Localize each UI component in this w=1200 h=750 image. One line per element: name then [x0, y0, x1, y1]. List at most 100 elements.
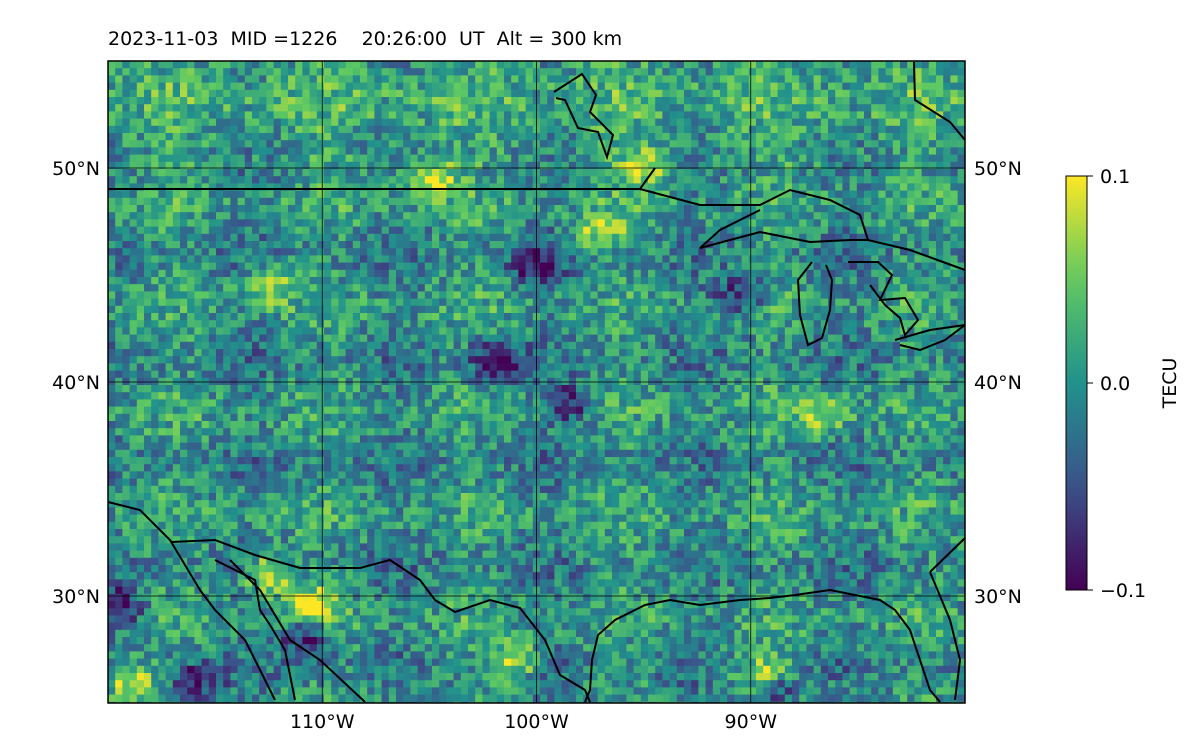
heatmap-cell	[907, 61, 915, 69]
heatmap-cell	[712, 161, 721, 170]
heatmap-cell	[640, 327, 649, 336]
heatmap-cell	[129, 341, 138, 350]
heatmap-cell	[338, 197, 347, 206]
heatmap-cell	[568, 341, 577, 350]
heatmap-cell	[734, 334, 743, 343]
heatmap-cell	[712, 118, 721, 127]
heatmap-cell	[302, 82, 311, 91]
heatmap-cell	[446, 197, 455, 206]
heatmap-cell	[388, 349, 397, 357]
heatmap-cell	[324, 212, 332, 220]
heatmap-cell	[892, 61, 901, 69]
heatmap-cell	[324, 269, 332, 278]
heatmap-cell	[446, 104, 455, 112]
heatmap-cell	[266, 133, 275, 141]
heatmap-cell	[885, 169, 894, 177]
heatmap-cell	[424, 320, 433, 328]
heatmap-cell	[669, 305, 678, 314]
heatmap-cell	[129, 61, 138, 69]
heatmap-cell	[885, 111, 894, 120]
heatmap-cell	[208, 277, 217, 285]
heatmap-cell	[950, 298, 959, 307]
heatmap-cell	[482, 176, 491, 184]
heatmap-cell	[554, 61, 563, 69]
heatmap-cell	[446, 341, 455, 350]
heatmap-cell	[352, 68, 361, 76]
heatmap-cell	[936, 349, 944, 357]
heatmap-cell	[561, 176, 570, 184]
heatmap-cell	[216, 97, 224, 105]
heatmap-cell	[417, 248, 426, 256]
heatmap-cell	[259, 183, 267, 192]
heatmap-cell	[856, 68, 865, 76]
heatmap-cell	[669, 140, 678, 148]
heatmap-cell	[943, 277, 951, 285]
heatmap-cell	[784, 349, 793, 357]
heatmap-cell	[770, 248, 779, 256]
heatmap-cell	[302, 118, 311, 127]
heatmap-cell	[151, 176, 159, 184]
heatmap-cell	[712, 255, 721, 264]
heatmap-cell	[259, 291, 267, 300]
heatmap-cell	[914, 233, 923, 242]
heatmap-cell	[828, 61, 836, 69]
heatmap-cell	[885, 125, 894, 134]
heatmap-cell	[417, 75, 426, 84]
heatmap-cell	[856, 118, 865, 127]
heatmap-cell	[770, 327, 779, 336]
heatmap-cell	[331, 147, 339, 156]
heatmap-cell	[424, 205, 433, 213]
heatmap-cell	[108, 190, 116, 199]
heatmap-cell	[410, 176, 419, 184]
heatmap-cell	[734, 183, 743, 192]
heatmap-cell	[741, 233, 750, 242]
heatmap-cell	[612, 277, 620, 285]
heatmap-cell	[878, 75, 887, 84]
heatmap-cell	[849, 111, 858, 120]
heatmap-cell	[943, 104, 951, 112]
heatmap-cell	[792, 190, 800, 199]
heatmap-cell	[619, 320, 627, 328]
heatmap-cell	[540, 169, 548, 177]
heatmap-cell	[352, 349, 361, 357]
heatmap-cell	[885, 233, 894, 242]
heatmap-cell	[511, 61, 519, 69]
heatmap-cell	[691, 277, 699, 285]
heatmap-cell	[324, 82, 332, 91]
heatmap-cell	[439, 248, 447, 256]
heatmap-cell	[763, 190, 771, 199]
heatmap-cell	[180, 305, 188, 314]
heatmap-cell	[115, 284, 123, 292]
heatmap-cell	[424, 334, 433, 343]
heatmap-cell	[777, 320, 786, 328]
heatmap-cell	[468, 233, 476, 242]
heatmap-cell	[864, 305, 872, 314]
heatmap-cell	[777, 284, 786, 292]
heatmap-cell	[943, 97, 951, 105]
heatmap-cell	[496, 82, 505, 91]
heatmap-cell	[576, 334, 584, 343]
heatmap-cell	[921, 89, 930, 98]
heatmap-cell	[957, 61, 965, 69]
heatmap-cell	[748, 104, 757, 112]
heatmap-cell	[496, 104, 505, 112]
heatmap-cell	[504, 190, 512, 199]
heatmap-cell	[928, 197, 937, 206]
heatmap-cell	[914, 154, 923, 163]
heatmap-cell	[712, 327, 721, 336]
heatmap-cell	[165, 284, 174, 292]
heatmap-cell	[288, 327, 296, 336]
heatmap-cell	[885, 183, 894, 192]
heatmap-cell	[151, 61, 159, 69]
heatmap-cell	[756, 190, 764, 199]
heatmap-cell	[604, 226, 613, 235]
heatmap-cell	[712, 341, 721, 350]
heatmap-cell	[720, 269, 728, 278]
heatmap-cell	[705, 291, 714, 300]
heatmap-cell	[237, 104, 246, 112]
heatmap-cell	[367, 176, 375, 184]
heatmap-cell	[820, 147, 829, 156]
heatmap-cell	[136, 233, 145, 242]
heatmap-cell	[208, 183, 217, 192]
heatmap-cell	[856, 183, 865, 192]
